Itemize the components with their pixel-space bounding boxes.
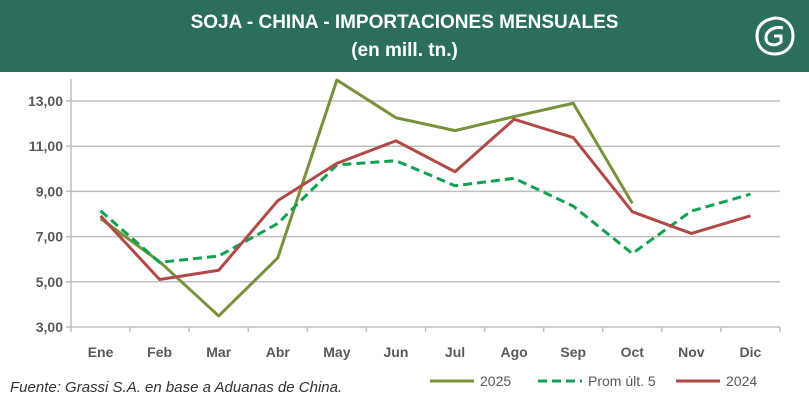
source-note: Fuente: Grassi S.A. en base a Aduanas de…	[10, 379, 343, 396]
x-tick-label: Sep	[560, 344, 586, 360]
x-tick-label: Dic	[740, 344, 762, 360]
x-tick-label: Nov	[678, 344, 705, 360]
y-tick-label: 11,00	[29, 138, 63, 154]
x-tick-label: Jun	[384, 344, 409, 360]
x-tick-label: Ago	[501, 344, 528, 360]
chart-subtitle: (en mill. tn.)	[351, 40, 458, 61]
series-line-0	[99, 78, 634, 318]
x-tick-label: Abr	[266, 344, 291, 360]
chart-header: SOJA - CHINA - IMPORTACIONES MENSUALES (…	[0, 0, 809, 72]
y-tick-label: 13,00	[28, 93, 63, 109]
legend-label: 2025	[480, 373, 511, 389]
x-tick-label: Ene	[88, 344, 114, 360]
y-tick-label: 9,00	[36, 183, 63, 199]
series-line-2	[99, 117, 751, 282]
y-tick-label: 3,00	[36, 319, 63, 335]
x-tick-label: May	[323, 344, 350, 360]
x-tick-label: Oct	[621, 344, 645, 360]
x-tick-label: Mar	[206, 344, 231, 360]
x-tick-label: Jul	[445, 344, 465, 360]
y-tick-label: 5,00	[36, 274, 63, 290]
x-tick-label: Feb	[147, 344, 172, 360]
series-line-1	[99, 159, 751, 264]
y-tick-label: 7,00	[36, 229, 63, 245]
legend-label: Prom últ. 5	[588, 373, 656, 389]
chart-title: SOJA - CHINA - IMPORTACIONES MENSUALES	[190, 12, 619, 33]
leaf-logo-icon	[755, 16, 795, 56]
legend-label: 2024	[726, 373, 757, 389]
